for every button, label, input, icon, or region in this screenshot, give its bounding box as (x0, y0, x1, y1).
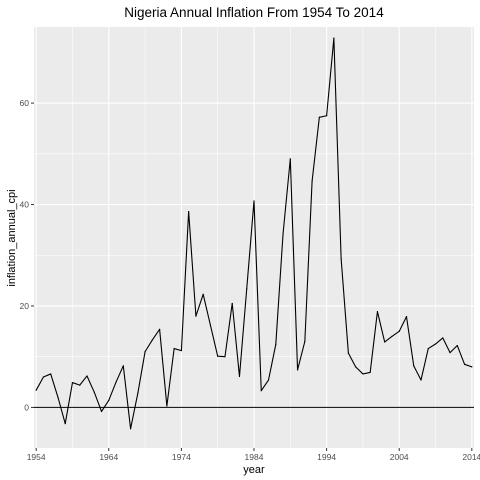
data-point (442, 337, 444, 339)
data-point (35, 389, 37, 391)
data-point (79, 384, 81, 386)
data-point (122, 365, 124, 367)
series-layer (35, 37, 473, 430)
data-point (267, 379, 270, 381)
data-point (202, 293, 204, 295)
data-point (355, 366, 357, 368)
data-point (166, 405, 168, 407)
data-point (318, 116, 320, 118)
data-point (427, 347, 429, 350)
data-point (64, 423, 66, 425)
data-point (296, 369, 299, 371)
data-point (289, 158, 291, 160)
data-point (376, 310, 379, 313)
data-point (137, 392, 139, 394)
data-point (275, 343, 277, 346)
data-point (260, 390, 262, 392)
y-tick-label: 0 (24, 402, 29, 412)
data-point (144, 351, 146, 353)
data-point (456, 344, 458, 347)
data-point (57, 396, 59, 398)
data-point (471, 366, 473, 368)
data-point (384, 341, 386, 343)
data-point (420, 379, 422, 381)
data-point (434, 343, 437, 345)
data-point (304, 340, 306, 343)
data-point (238, 375, 241, 378)
data-point (151, 339, 153, 341)
data-point (115, 381, 117, 383)
x-tick-label: 1954 (27, 452, 46, 462)
data-point (405, 316, 408, 318)
data-point (340, 258, 342, 260)
data-point (362, 373, 364, 375)
data-point (326, 115, 328, 117)
data-point (224, 356, 226, 358)
data-point (449, 352, 451, 354)
data-point (463, 363, 466, 365)
data-point (398, 330, 400, 332)
data-point (311, 180, 313, 182)
data-point (93, 391, 95, 393)
data-point (195, 315, 197, 317)
data-point (129, 428, 132, 430)
data-point (86, 375, 88, 377)
data-point (391, 335, 393, 338)
chart-title: Nigeria Annual Inflation From 1954 To 20… (124, 5, 384, 20)
data-point (282, 233, 284, 235)
data-point (217, 355, 219, 357)
data-point (413, 365, 415, 367)
data-point (50, 373, 52, 375)
data-point (231, 302, 233, 305)
data-point (180, 350, 182, 352)
x-tick-label: 1994 (317, 452, 336, 462)
y-tick-label: 60 (20, 98, 30, 108)
x-tick-label: 2014 (462, 452, 480, 462)
y-tick-label: 20 (20, 301, 30, 311)
x-axis-title: year (243, 464, 265, 476)
data-point (108, 399, 110, 401)
y-tick-label: 40 (20, 200, 30, 210)
data-point (253, 200, 255, 202)
y-axis: 0 20 40 60 (20, 98, 34, 412)
data-point (173, 347, 175, 350)
data-point (100, 410, 103, 413)
data-point (71, 381, 74, 384)
x-axis: 1954 1964 1974 1984 1994 2004 2014 (27, 448, 480, 462)
x-tick-label: 1964 (99, 452, 118, 462)
data-point (209, 324, 212, 326)
data-point (159, 328, 161, 330)
x-tick-label: 2004 (390, 452, 409, 462)
x-tick-label: 1974 (172, 452, 191, 462)
x-tick-label: 1984 (245, 452, 264, 462)
y-axis-title: inflation_annual_cpi (6, 189, 18, 286)
data-point (42, 376, 45, 378)
data-point (246, 288, 248, 290)
data-point (347, 352, 349, 354)
data-point (369, 371, 371, 374)
data-point (333, 37, 335, 39)
data-point (188, 211, 190, 213)
